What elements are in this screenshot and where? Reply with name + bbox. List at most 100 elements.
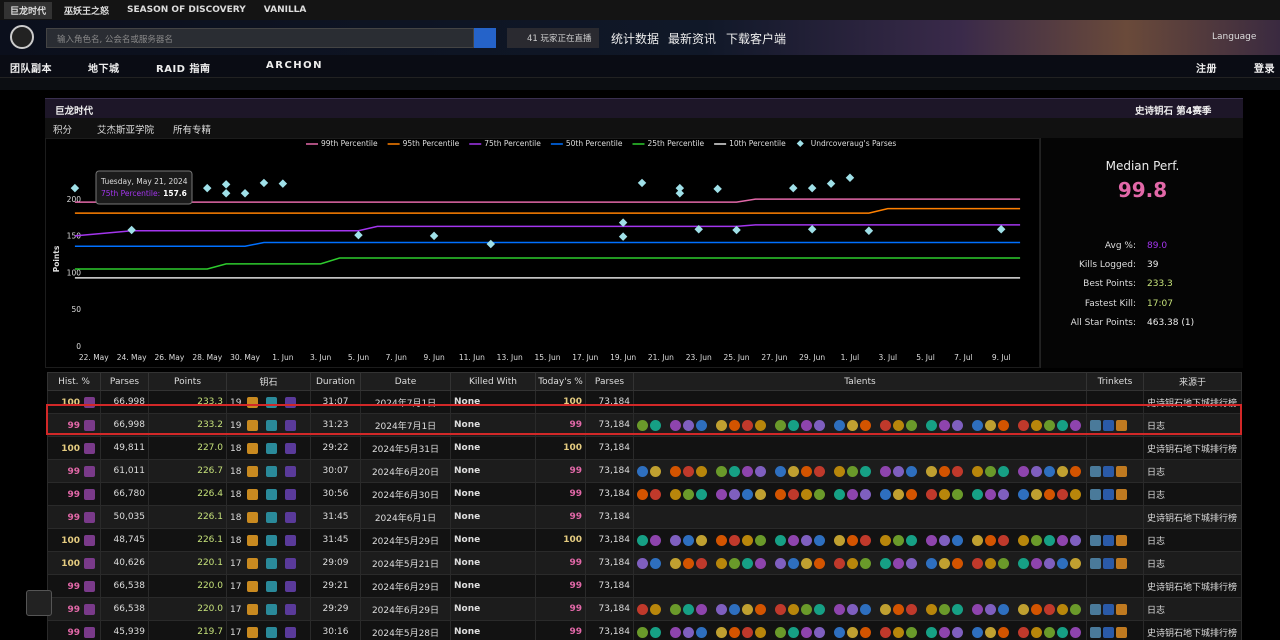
affix-icon: [247, 488, 259, 500]
login[interactable]: 登录: [1254, 64, 1275, 75]
filter[interactable]: 积分: [53, 125, 73, 136]
killed-cell: None: [450, 551, 536, 575]
talent-icon: [1031, 626, 1042, 638]
date: 2024年5月31日: [371, 444, 440, 455]
talent-icon: [860, 557, 871, 569]
talent-icon: [834, 534, 845, 546]
register[interactable]: 注册: [1196, 64, 1217, 75]
talent-icon: [952, 419, 963, 431]
talent-icon: [814, 626, 825, 638]
spec-icon: [84, 534, 95, 546]
key-level: 17: [230, 581, 242, 592]
source: 史诗钥石地下城排行榜: [1147, 582, 1238, 593]
expansion-select[interactable]: 巨龙时代: [55, 106, 94, 117]
total-parses: 73,184: [598, 581, 631, 591]
source-cell: 日志: [1143, 482, 1242, 506]
filter[interactable]: 所有专精: [173, 125, 212, 136]
season-select[interactable]: 史诗钥石 第4赛季: [1135, 106, 1212, 117]
spec-icon: [84, 396, 95, 408]
affix-icon: [247, 534, 259, 546]
nav-item[interactable]: 团队副本: [10, 64, 52, 75]
duration: 29:21: [322, 581, 349, 591]
talent-icon: [650, 626, 661, 638]
talent-icon: [893, 557, 904, 569]
talent-icon: [893, 419, 904, 431]
talent-icon: [683, 557, 694, 569]
affix-icon: [285, 396, 297, 408]
talents-cell: [633, 505, 1087, 529]
spec-icon: [84, 603, 95, 615]
parses-cell: 45,939: [100, 620, 149, 640]
talent-icon: [834, 557, 845, 569]
talent-icon: [775, 534, 786, 546]
tab[interactable]: VANILLA: [263, 5, 307, 15]
talent-icon: [939, 626, 950, 638]
talent-icon: [834, 488, 845, 500]
spec-icon: [84, 442, 95, 454]
talent-icon: [696, 465, 707, 477]
filter[interactable]: 艾杰斯亚学院: [97, 125, 155, 136]
parses: 48,745: [113, 535, 146, 545]
talent-icon: [939, 603, 950, 615]
nav-item[interactable]: RAID 指南: [156, 64, 211, 75]
affix-icon: [247, 626, 259, 638]
talent-icon: [880, 465, 891, 477]
tab[interactable]: 巫妖王之怒: [64, 6, 110, 17]
qr-button[interactable]: [26, 590, 52, 616]
points-cell: 226.7: [148, 459, 227, 483]
live-button[interactable]: 41 玩家正在直播: [507, 28, 599, 48]
today-percent: 99: [569, 489, 582, 499]
talent-icon: [742, 534, 753, 546]
date-cell: 2024年6月30日: [360, 482, 451, 506]
killed-with: None: [454, 420, 481, 430]
nav-item[interactable]: ARCHON: [266, 60, 324, 71]
x-tick-label: 25. Jun: [724, 353, 750, 362]
x-tick-label: 5. Jun: [348, 353, 370, 362]
talent-icon: [1070, 488, 1081, 500]
nav-item[interactable]: 地下城: [88, 64, 120, 75]
talent-icon: [906, 534, 917, 546]
date-cell: 2024年6月29日: [360, 597, 451, 621]
tab[interactable]: 巨龙时代: [4, 1, 53, 19]
affix-icon: [285, 465, 297, 477]
talent-icon: [1070, 419, 1081, 431]
talent-icon: [1044, 534, 1055, 546]
talent-icon: [683, 419, 694, 431]
talent-icon: [788, 488, 799, 500]
table-row: 100 49,811 227.0 18 29:22 2024年5月31日 None 100 73…: [47, 436, 1242, 460]
language[interactable]: Language: [1212, 32, 1257, 42]
talent-icon: [998, 603, 1009, 615]
y-tick-label: 200: [67, 195, 82, 204]
affix-icon: [247, 603, 259, 615]
header-link[interactable]: 下载客户端: [726, 32, 787, 46]
search-input[interactable]: 输入角色名, 公会名或服务器名: [46, 28, 474, 48]
today-percent: 99: [569, 420, 582, 430]
today-cell: 99: [535, 620, 586, 640]
logo[interactable]: [10, 25, 34, 49]
talent-icon: [998, 626, 1009, 638]
header-link[interactable]: 最新资讯: [668, 32, 717, 46]
killed-cell: None: [450, 597, 536, 621]
key-cell: 18: [226, 482, 311, 506]
total-parses: 73,184: [598, 443, 631, 453]
trinkets-cell: [1086, 459, 1144, 483]
percentile-line: [74, 257, 1021, 270]
talent-icon: [998, 557, 1009, 569]
duration-cell: 30:56: [310, 482, 361, 506]
talent-icon: [637, 465, 648, 477]
hist-percent: 99: [67, 581, 80, 592]
hist-percent: 99: [67, 604, 80, 615]
header-link[interactable]: 统计数据: [611, 32, 660, 46]
search-button[interactable]: [474, 28, 496, 48]
talent-icon: [637, 419, 648, 431]
duration: 29:29: [322, 604, 349, 614]
table-row: 100 40,626 220.1 17 29:09 2024年5月21日 None 99 73,…: [47, 551, 1242, 575]
killed-with: None: [454, 512, 481, 522]
killed-cell: None: [450, 574, 536, 598]
affix-icon: [266, 534, 278, 546]
parses-cell: 40,626: [100, 551, 149, 575]
tab[interactable]: SEASON OF DISCOVERY: [127, 5, 246, 15]
total-parses: 73,184: [598, 397, 631, 407]
talent-icon: [893, 534, 904, 546]
talent-icon: [972, 465, 983, 477]
